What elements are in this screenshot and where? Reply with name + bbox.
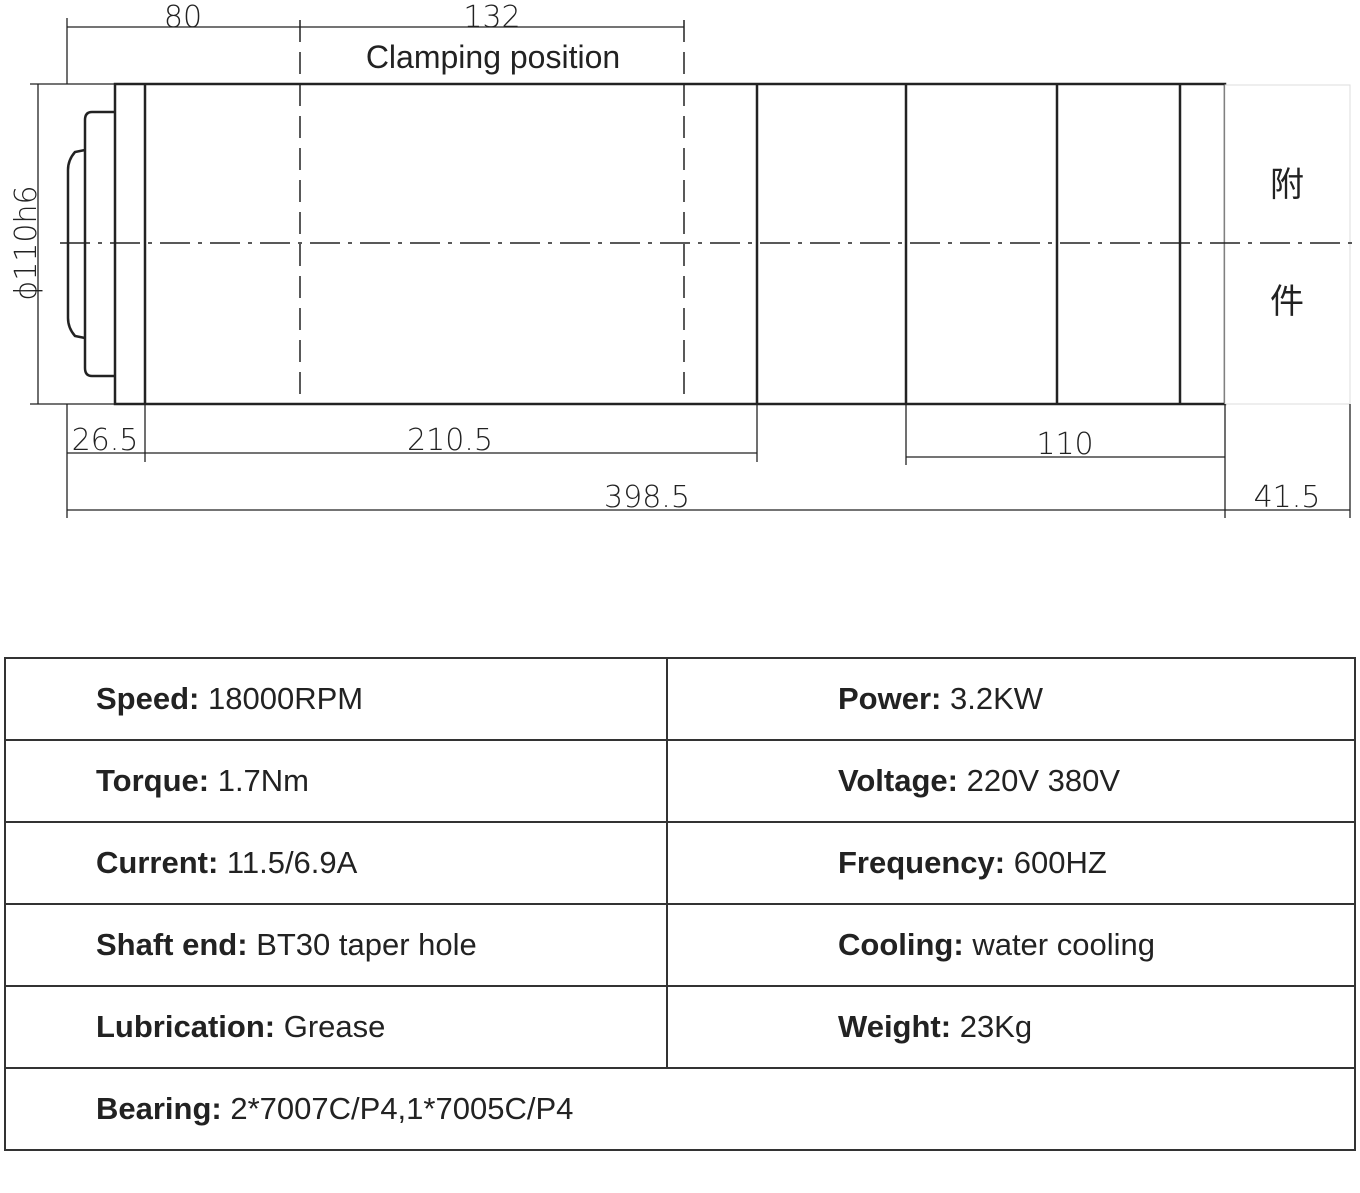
dim-label: 41.5 <box>1254 480 1321 515</box>
spec-label: Shaft end: <box>96 927 248 962</box>
spec-label: Cooling: <box>838 927 964 962</box>
spec-value: 220V 380V <box>966 763 1121 798</box>
spec-cell: Shaft end: BT30 taper hole <box>4 903 668 987</box>
dim-label: 26.5 <box>72 423 139 458</box>
spec-value: BT30 taper hole <box>256 927 477 962</box>
nose-tip <box>66 148 86 340</box>
spec-cell: Lubrication: Grease <box>4 985 668 1069</box>
spec-cell: Power: 3.2KW <box>666 657 1356 741</box>
clamping-label: Clamping position <box>366 39 620 75</box>
spec-table: Speed: 18000RPM Power: 3.2KW Torque: 1.7Nm… <box>4 657 1356 1151</box>
spec-value: 600HZ <box>1013 845 1107 880</box>
spec-row: Torque: 1.7Nm Voltage: 220V 380V <box>4 739 1356 823</box>
spec-value: 3.2KW <box>949 681 1044 716</box>
spindle-body <box>113 82 1227 406</box>
nose <box>83 110 115 378</box>
spec-value: Grease <box>283 1009 386 1044</box>
dim-label: 80 <box>164 0 202 35</box>
spec-label: Speed: <box>96 681 200 716</box>
spindle-drawing: 80 132 Clamping position ϕ110h6 26.5 210… <box>9 0 1358 518</box>
dim-label: 110 <box>1036 427 1093 462</box>
spec-cell: Current: 11.5/6.9A <box>4 821 668 905</box>
spec-cell: Cooling: water cooling <box>666 903 1356 987</box>
diameter-label: ϕ110h6 <box>9 185 44 300</box>
spec-label: Bearing: <box>96 1091 222 1126</box>
spec-label: Lubrication: <box>96 1009 276 1044</box>
spec-cell: Weight: 23Kg <box>666 985 1356 1069</box>
spec-value: 1.7Nm <box>217 763 310 798</box>
spec-cell: Bearing: 2*7007C/P4,1*7005C/P4 <box>4 1067 1356 1151</box>
spec-label: Voltage: <box>838 763 958 798</box>
spec-cell: Voltage: 220V 380V <box>666 739 1356 823</box>
spec-label: Current: <box>96 845 219 880</box>
spec-row: Speed: 18000RPM Power: 3.2KW <box>4 657 1356 741</box>
spec-row: Lubrication: Grease Weight: 23Kg <box>4 985 1356 1069</box>
dim-label: 132 <box>463 0 520 35</box>
spec-cell: Frequency: 600HZ <box>666 821 1356 905</box>
spec-value: 23Kg <box>959 1009 1033 1044</box>
spec-value: 2*7007C/P4,1*7005C/P4 <box>230 1091 574 1126</box>
spec-value: water cooling <box>972 927 1155 962</box>
spec-row: Shaft end: BT30 taper hole Cooling: water… <box>4 903 1356 987</box>
spec-row: Current: 11.5/6.9A Frequency: 600HZ <box>4 821 1356 905</box>
dim-label: 210.5 <box>407 423 493 458</box>
spec-label: Weight: <box>838 1009 952 1044</box>
spec-cell: Torque: 1.7Nm <box>4 739 668 823</box>
attachment-label: 件 <box>1270 283 1304 321</box>
spec-cell: Speed: 18000RPM <box>4 657 668 741</box>
attachment-label: 附 <box>1270 166 1304 204</box>
spec-row: Bearing: 2*7007C/P4,1*7005C/P4 <box>4 1067 1356 1151</box>
spec-label: Frequency: <box>838 845 1006 880</box>
attachment-box <box>1224 84 1351 405</box>
spec-label: Torque: <box>96 763 210 798</box>
dim-label: 398.5 <box>604 480 690 515</box>
spec-value: 18000RPM <box>207 681 364 716</box>
spec-value: 11.5/6.9A <box>226 845 358 880</box>
spec-label: Power: <box>838 681 942 716</box>
